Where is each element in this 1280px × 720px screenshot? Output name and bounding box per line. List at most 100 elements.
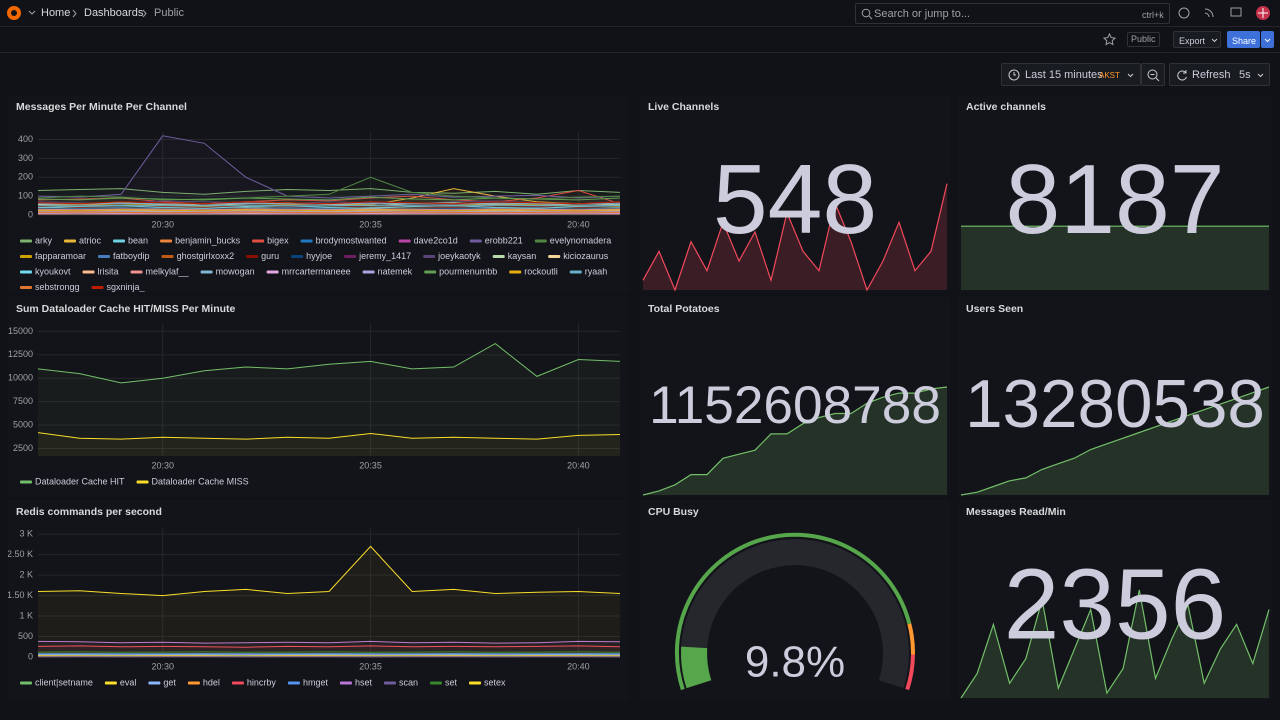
series-line: [37, 545, 621, 597]
legend-swatch: [429, 681, 442, 685]
top-icons[interactable]: [1178, 6, 1278, 22]
legend-swatch: [91, 286, 104, 289]
breadcrumb[interactable]: Home: [41, 7, 71, 19]
series-area: [38, 212, 620, 215]
series-line: [37, 204, 621, 207]
x-tick-label: 20:35: [359, 460, 382, 470]
series-area: [38, 201, 620, 215]
series-area: [38, 655, 620, 657]
share-button[interactable]: Share: [1227, 31, 1260, 48]
legend-label: bean: [128, 235, 148, 245]
series-line: [37, 209, 621, 213]
series-line: [37, 432, 621, 440]
refresh-label: Refresh: [1192, 69, 1231, 81]
legend-label: evelynomadera: [550, 235, 612, 245]
x-tick-label: 20:35: [359, 219, 382, 229]
series-area: [38, 203, 620, 215]
legend-label: kaysan: [508, 251, 537, 261]
logo[interactable]: [6, 5, 36, 21]
series-line: [37, 135, 621, 199]
time-picker[interactable]: Last 15 minutes AKST: [1001, 63, 1141, 86]
series-line: [37, 202, 621, 205]
legend-swatch: [200, 270, 213, 274]
legend-swatch: [20, 255, 32, 258]
legend-item: mowogan: [200, 266, 255, 276]
caret: [1211, 38, 1218, 43]
legend-item: lrisita: [82, 266, 119, 276]
series-area: [38, 211, 620, 215]
x-tick-label: 20:40: [567, 661, 590, 671]
legend-swatch: [424, 270, 437, 274]
legend-item: melkylaf__: [130, 266, 190, 276]
series-area: [38, 343, 620, 456]
y-tick-label: 1 K: [19, 610, 33, 620]
refresh-icon: [1177, 70, 1187, 81]
legend-swatch: [20, 480, 32, 484]
panel-title: Messages Read/Min: [966, 506, 1066, 518]
legend-label: Dataloader Cache HIT: [35, 476, 125, 486]
series-line: [37, 210, 621, 213]
legend-label: jeremy_1417: [358, 251, 411, 261]
series-area: [38, 205, 620, 215]
series-area: [38, 212, 620, 215]
chevron: [72, 9, 77, 18]
series-line: [37, 201, 621, 205]
series-line: [37, 202, 621, 207]
panel-content: 2500 5000 7500 10000 12500 15000 20:30 20:35 20:…: [8, 323, 621, 486]
panel-title: Sum Dataloader Cache HIT/MISS Per Minute: [16, 303, 236, 315]
x-tick-label: 20:30: [151, 460, 174, 470]
legend-swatch: [20, 270, 32, 274]
legend-item: hmget: [287, 677, 328, 687]
refresh-picker[interactable]: Refresh 5s: [1169, 63, 1270, 86]
stat-value: 13280538: [965, 367, 1265, 442]
sparkline-area: [643, 183, 947, 290]
legend-label: Dataloader Cache MISS: [152, 476, 249, 486]
export-button[interactable]: Export: [1173, 31, 1221, 48]
series-line: [37, 211, 621, 214]
panel-title: Active channels: [966, 101, 1046, 113]
legend-item: hset: [339, 677, 372, 687]
series-line: [37, 200, 621, 205]
series-line: [37, 209, 621, 212]
panel-title: Redis commands per second: [16, 506, 162, 518]
legend-item: sgxninja_: [91, 282, 146, 292]
series-area: [38, 210, 620, 215]
series-area: [38, 205, 620, 215]
series-area: [38, 656, 620, 657]
y-tick-label: 10000: [8, 373, 33, 383]
series-line: [37, 189, 621, 205]
legend-swatch: [469, 681, 481, 685]
panel: [8, 297, 628, 497]
series-area: [38, 203, 620, 215]
legend-label: lrisita: [98, 266, 119, 276]
legend-label: mrrcartermaneee: [282, 266, 351, 276]
y-tick-label: 500: [18, 631, 33, 641]
legend-item: hincrby: [231, 677, 276, 687]
series-area: [38, 641, 620, 657]
series-line: [37, 176, 621, 201]
legend-item: rockoutli: [509, 266, 558, 276]
zoom-out[interactable]: [1141, 63, 1165, 86]
series-line: [37, 210, 621, 213]
legend-swatch: [287, 681, 300, 685]
series-area: [38, 205, 620, 215]
legend-swatch: [82, 270, 95, 274]
toolbar: Public Export Share: [0, 27, 1280, 53]
stat-value: 2356: [1004, 548, 1226, 660]
share-menu[interactable]: [1261, 31, 1274, 48]
star-icon[interactable]: [1103, 33, 1116, 46]
legend-item: dave2co1d: [398, 235, 458, 245]
legend-item: get: [148, 677, 176, 687]
series-area: [38, 177, 620, 215]
series-line: [37, 206, 621, 210]
legend-label: rockoutli: [524, 266, 558, 276]
legend-label: eval: [120, 677, 137, 687]
y-tick-label: 100: [18, 191, 33, 201]
series-area: [38, 645, 620, 657]
legend-swatch: [20, 239, 32, 243]
legend-label: joeykaotyk: [437, 251, 481, 261]
breadcrumb[interactable]: Dashboards: [84, 7, 144, 19]
legend-label: scan: [399, 677, 418, 687]
search-box[interactable]: Search or jump to... ctrl+k: [855, 3, 1170, 24]
